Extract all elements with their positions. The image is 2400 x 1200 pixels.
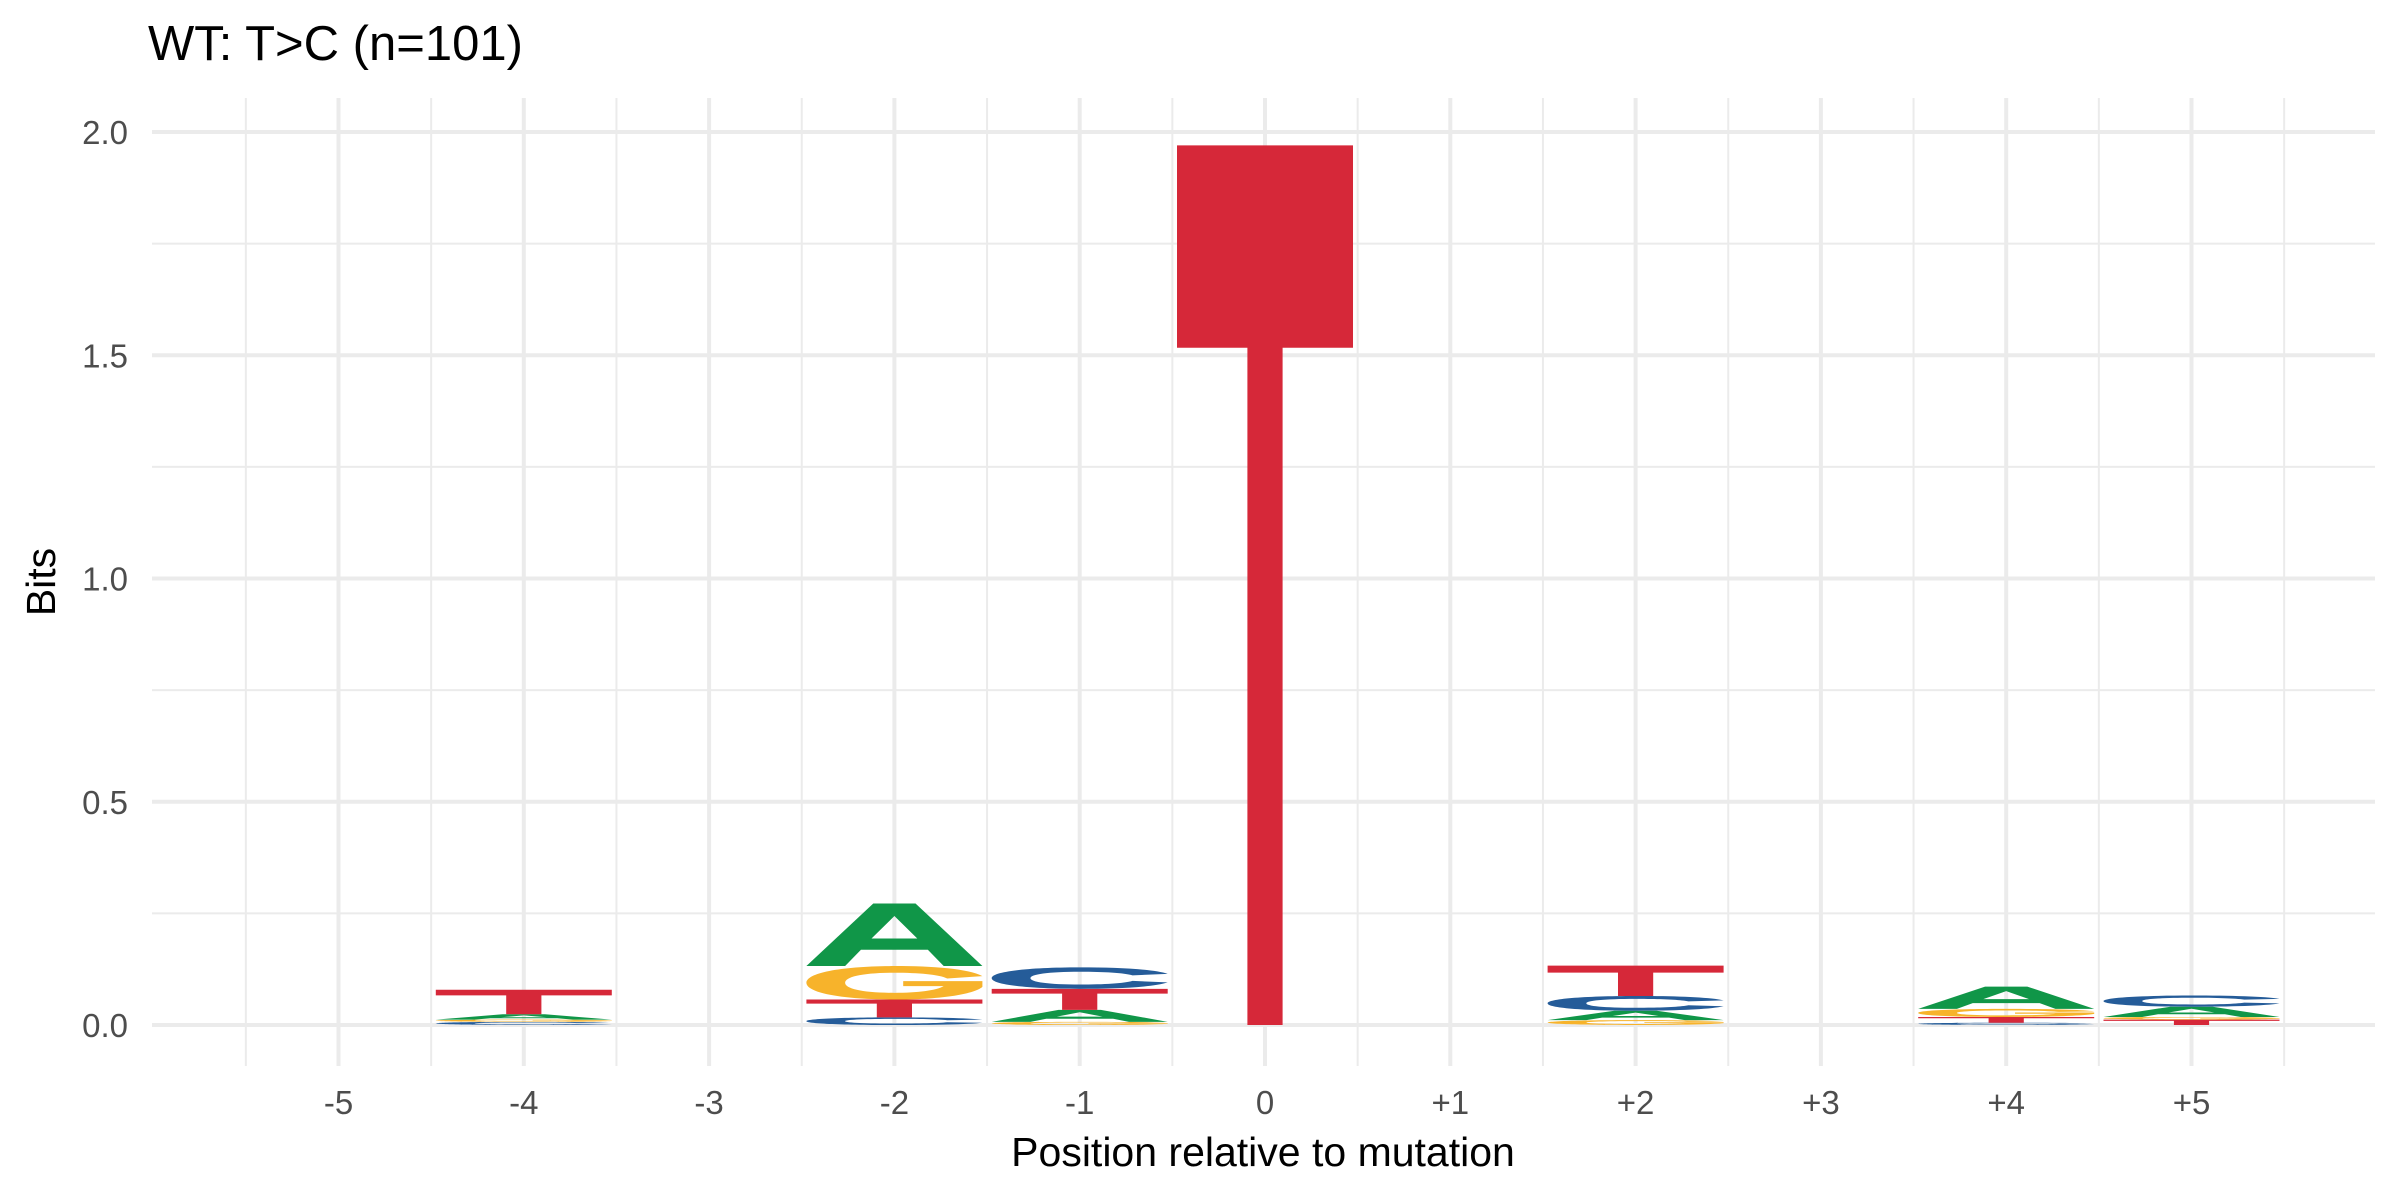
logo-letter-c-pos--4 [435, 1021, 612, 1025]
x-tick-label: -1 [1065, 1084, 1094, 1121]
logo-letter-g-pos-+2 [1547, 1020, 1724, 1025]
logo-letter-t-pos-0 [1177, 145, 1353, 1025]
logo-letter-a-pos--4 [435, 1014, 612, 1020]
y-axis-title: Bits [18, 548, 64, 616]
x-tick-label: -2 [880, 1084, 909, 1121]
logo-letter-g-pos--2 [806, 966, 983, 1000]
logo-letter-a-pos-+2 [1547, 1010, 1724, 1021]
y-tick-label: 1.5 [82, 337, 128, 374]
grid-lines [152, 98, 2375, 1066]
logo-letter-a-pos-+4 [1918, 986, 2095, 1009]
logo-letter-a-pos--1 [991, 1009, 1168, 1022]
logo-letter-a-pos-+5 [2103, 1006, 2280, 1017]
x-axis-ticks: -5 -4 -3 -2 -1 0 +1 +2 +3 +4 +5 [324, 1084, 2210, 1121]
y-tick-label: 0.5 [82, 784, 128, 821]
chart-title: WT: T>C (n=101) [148, 17, 523, 71]
x-tick-label: +1 [1431, 1084, 1469, 1121]
x-tick-label: +2 [1617, 1084, 1655, 1121]
y-tick-label: 2.0 [82, 114, 128, 151]
x-tick-label: 0 [1256, 1084, 1274, 1121]
x-tick-label: -5 [324, 1084, 353, 1121]
y-axis-ticks: 0.0 0.5 1.0 1.5 2.0 [82, 114, 128, 1044]
logo-letter-t-pos--2 [806, 999, 983, 1018]
logo-letter-g-pos-+4 [1918, 1008, 2095, 1017]
logo-letter-t-pos--4 [435, 989, 612, 1015]
logo-letter-c-pos-+5 [2103, 995, 2280, 1007]
logo-letter-a-pos--2 [806, 903, 983, 967]
logo-letter-t-pos--1 [991, 988, 1168, 1010]
x-tick-label: +5 [2173, 1084, 2211, 1121]
logo-letter-g-pos-+5 [2103, 1016, 2280, 1020]
logo-letter-c-pos-+2 [1547, 995, 1724, 1011]
logo-letter-c-pos-+4 [1918, 1022, 2095, 1025]
y-tick-label: 1.0 [82, 561, 128, 598]
logo-letter-c-pos--1 [991, 967, 1168, 989]
x-tick-label: -4 [509, 1084, 538, 1121]
logo-letter-t-pos-+5 [2103, 1019, 2280, 1025]
logo-letter-t-pos-+2 [1547, 965, 1724, 996]
x-tick-label: +3 [1802, 1084, 1840, 1121]
logo-letter-c-pos--2 [806, 1017, 983, 1025]
logo-letter-g-pos--1 [991, 1021, 1168, 1025]
logo-letter-g-pos--4 [435, 1019, 612, 1022]
x-axis-title: Position relative to mutation [1011, 1129, 1515, 1175]
logo-stacks [435, 145, 2280, 1025]
y-tick-label: 0.0 [82, 1007, 128, 1044]
x-tick-label: -3 [694, 1084, 723, 1121]
logo-letter-t-pos-+4 [1918, 1016, 2095, 1023]
x-tick-label: +4 [1987, 1084, 2025, 1121]
